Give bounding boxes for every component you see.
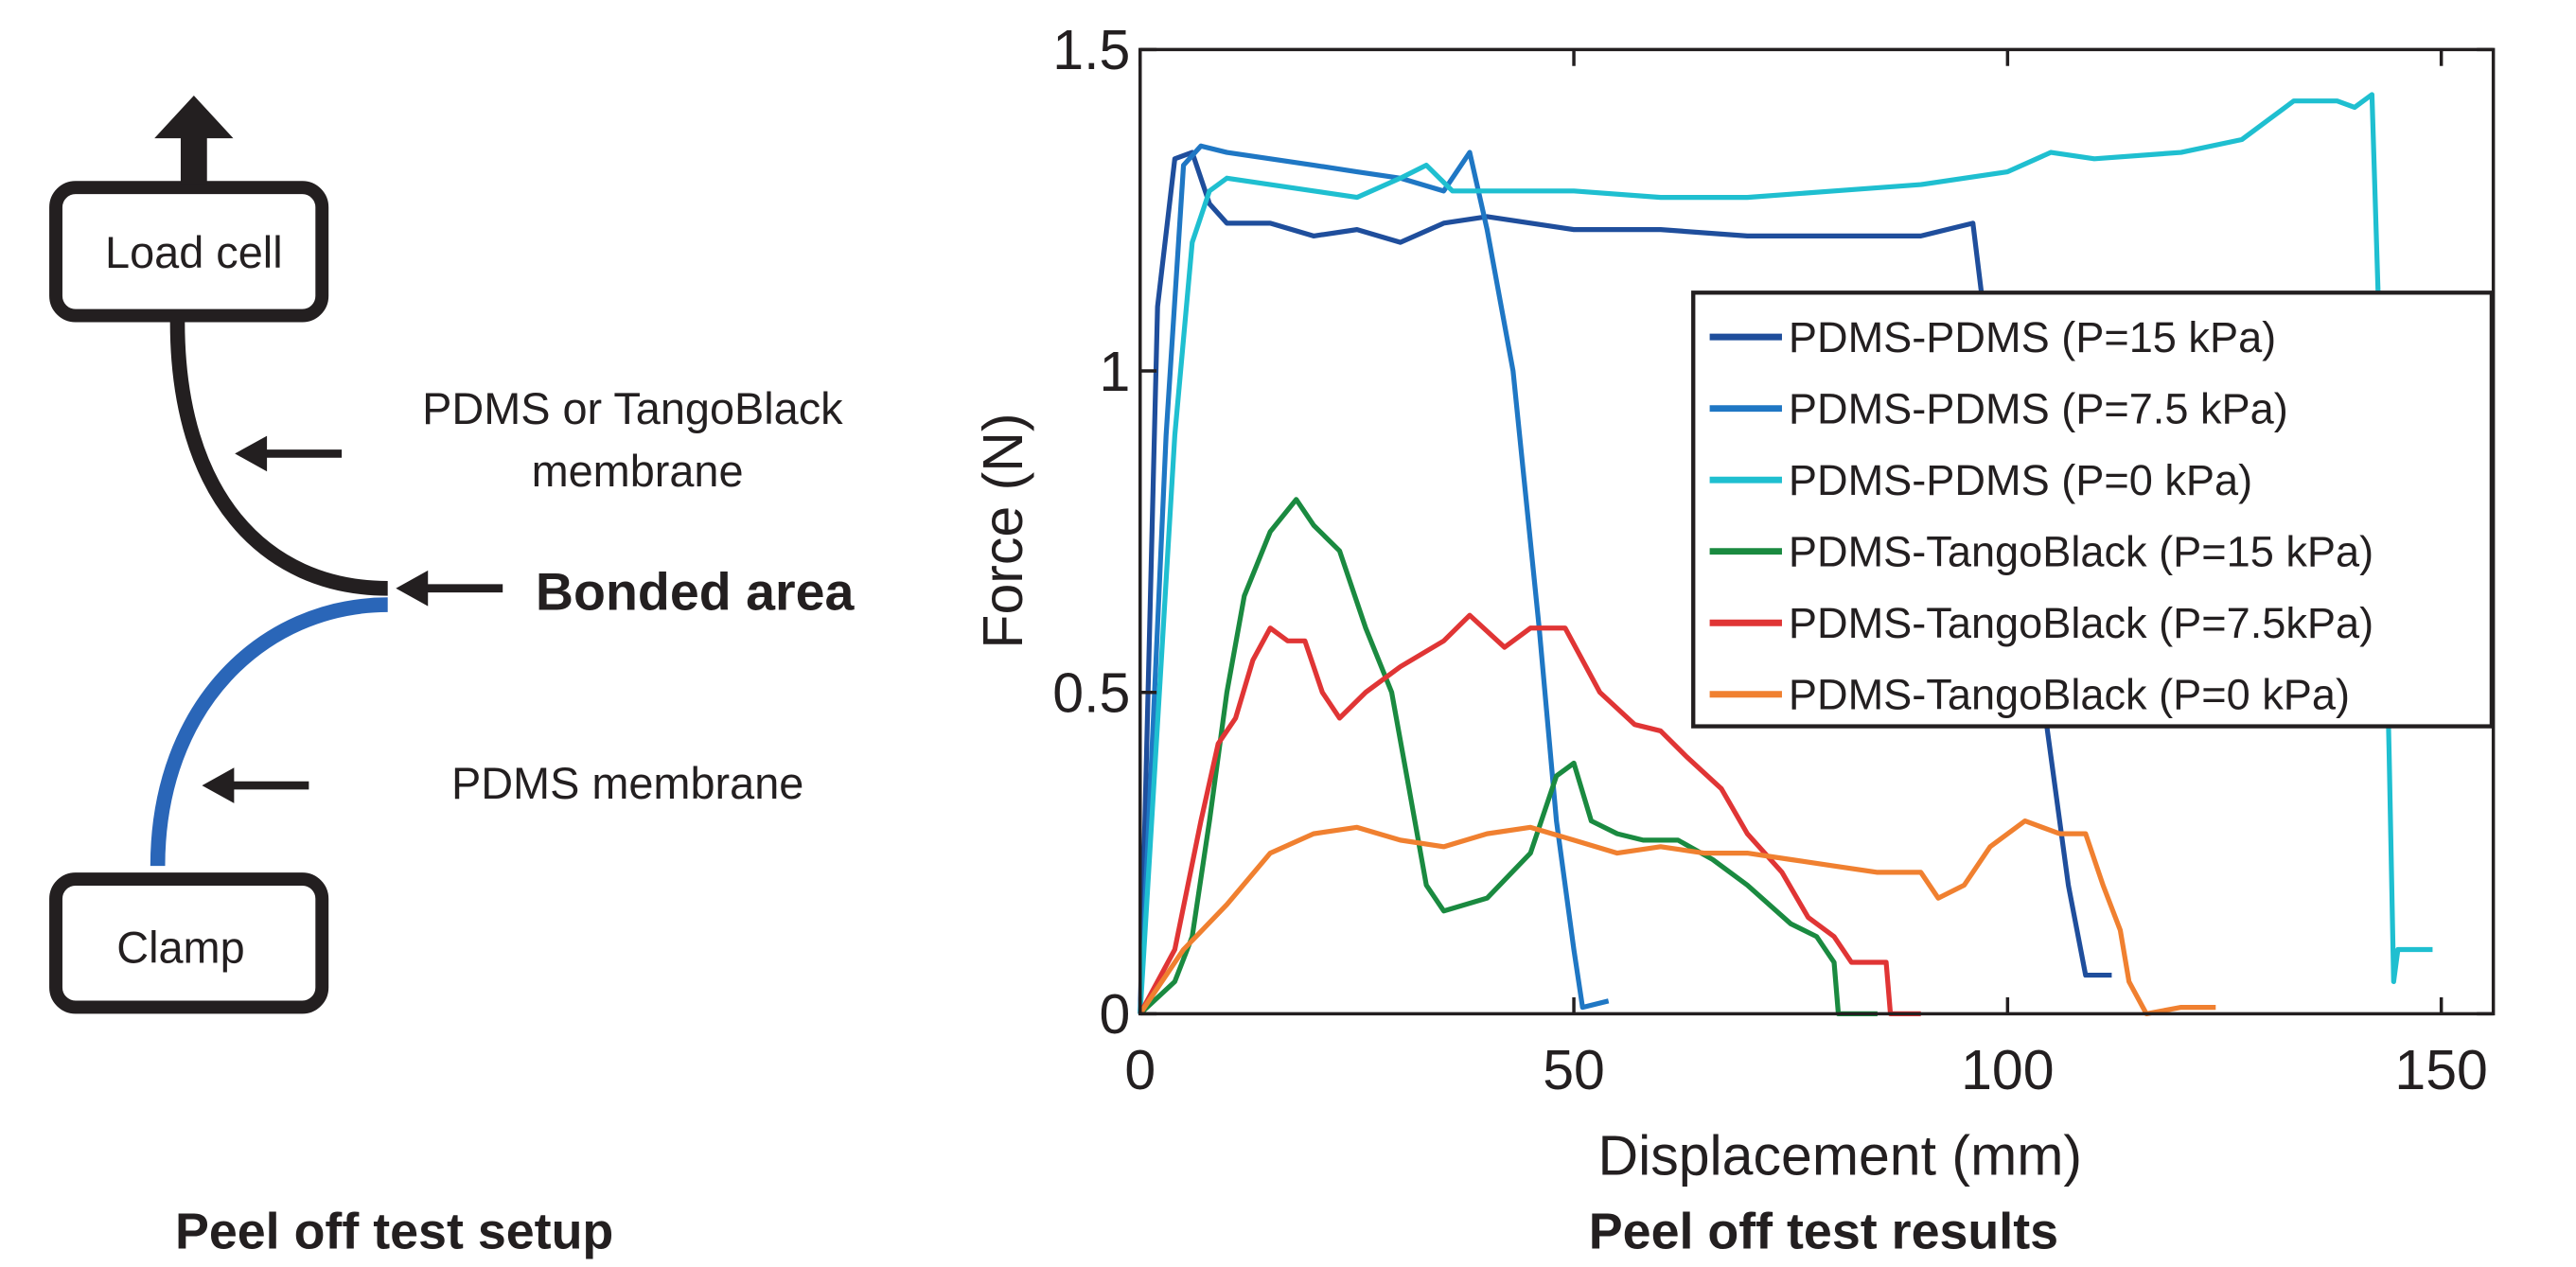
legend-box [1691,290,2495,729]
load-cell-box [49,181,329,323]
membrane-label: PDMS membrane [451,759,803,808]
legend-label: PDMS-PDMS (P=15 kPa) [1789,313,2276,361]
bonded-area-label: Bonded area [536,562,856,621]
data-line [1138,497,1878,1016]
upper-membrane [169,322,388,596]
caption: Peel off test setup [175,1204,613,1260]
chart-title: Peel off test results [1589,1204,2058,1260]
lower-membrane [150,597,388,867]
y-tick-label: 1 [1100,341,1131,403]
membrane-label: membrane [532,447,744,496]
clamp-label: Clamp [116,924,244,973]
y-axis-title: Force (N) [972,413,1034,648]
data-line [1138,818,2216,1016]
pull-arrow [154,95,234,185]
load-cell-label: Load cell [105,228,283,277]
x-tick-label: 150 [2394,1039,2487,1101]
data-line [1138,612,1921,1016]
setup-diagram: Load cell Clamp PDMS or TangoBlack membr… [49,95,856,1260]
chart: Peel off test results Displacement (mm) … [972,19,2496,1260]
y-tick-label: 0.5 [1052,662,1130,725]
data-line [1138,143,1610,1014]
legend-label: PDMS-PDMS (P=7.5 kPa) [1789,384,2288,432]
pointer-arrows [202,435,503,803]
x-tick-label: 0 [1124,1039,1156,1101]
x-axis-title: Displacement (mm) [1598,1125,2083,1188]
x-tick-label: 50 [1543,1039,1605,1101]
y-tick-label: 1.5 [1052,19,1130,81]
y-tick-label: 0 [1100,983,1131,1046]
legend: PDMS-PDMS (P=15 kPa) PDMS-PDMS (P=7.5 kPa… [1691,290,2495,729]
legend-label: PDMS-TangoBlack (P=15 kPa) [1789,527,2373,575]
plot-lines [1138,92,2433,1016]
legend-label: PDMS-PDMS (P=0 kPa) [1789,456,2252,504]
x-tick-label: 100 [1961,1039,2054,1101]
legend-label: PDMS-TangoBlack (P=0 kPa) [1789,670,2350,718]
data-line [1138,92,2433,1014]
legend-label: PDMS-TangoBlack (P=7.5kPa) [1789,599,2373,647]
membrane-label: PDMS or TangoBlack [422,384,843,433]
clamp-box [49,872,329,1014]
